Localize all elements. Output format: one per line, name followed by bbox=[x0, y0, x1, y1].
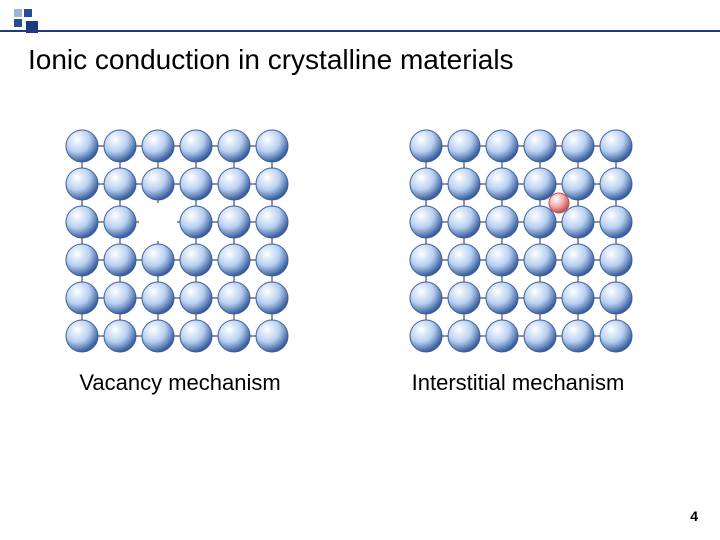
lattice-atom bbox=[562, 282, 594, 314]
lattice-atom bbox=[104, 168, 136, 200]
lattice-atom bbox=[524, 206, 556, 238]
lattice-atom bbox=[256, 206, 288, 238]
lattice-atom bbox=[104, 282, 136, 314]
lattice-atom bbox=[486, 244, 518, 276]
lattice-atom bbox=[218, 130, 250, 162]
lattice-atom bbox=[256, 282, 288, 314]
lattice-atom bbox=[142, 244, 174, 276]
lattice-atom bbox=[562, 206, 594, 238]
lattice-atom bbox=[256, 130, 288, 162]
lattice-atom bbox=[448, 320, 480, 352]
lattice-atom bbox=[410, 244, 442, 276]
lattice-atom bbox=[562, 320, 594, 352]
lattice-atom bbox=[256, 320, 288, 352]
page-number: 4 bbox=[690, 508, 698, 524]
lattice-atom bbox=[104, 320, 136, 352]
lattice-atom bbox=[256, 244, 288, 276]
lattice-atom bbox=[600, 282, 632, 314]
lattice-atom bbox=[66, 130, 98, 162]
lattice-atom bbox=[142, 320, 174, 352]
decoration-line bbox=[0, 30, 720, 32]
lattice-atom bbox=[410, 168, 442, 200]
lattice-atom bbox=[180, 320, 212, 352]
vacancy-caption: Vacancy mechanism bbox=[50, 370, 310, 396]
decoration-square bbox=[14, 9, 22, 17]
lattice-atom bbox=[448, 282, 480, 314]
lattice-atom bbox=[218, 320, 250, 352]
lattice-atom bbox=[218, 206, 250, 238]
lattice-atom bbox=[600, 320, 632, 352]
lattice-atom bbox=[410, 130, 442, 162]
lattice-atom bbox=[562, 168, 594, 200]
lattice-atom bbox=[66, 320, 98, 352]
lattice-atom bbox=[524, 320, 556, 352]
lattice-atom bbox=[562, 244, 594, 276]
lattice-atom bbox=[448, 206, 480, 238]
lattice-atom bbox=[180, 282, 212, 314]
lattice-atom bbox=[410, 206, 442, 238]
lattice-atom bbox=[524, 282, 556, 314]
lattice-atom bbox=[448, 130, 480, 162]
lattice-atom bbox=[600, 244, 632, 276]
lattice-atom bbox=[142, 130, 174, 162]
slide-title: Ionic conduction in crystalline material… bbox=[28, 44, 514, 76]
lattice-atom bbox=[142, 168, 174, 200]
decoration-square bbox=[24, 9, 32, 17]
lattice-atom bbox=[600, 206, 632, 238]
lattice-atom bbox=[410, 282, 442, 314]
decoration-square bbox=[14, 19, 22, 27]
lattice-atom bbox=[562, 130, 594, 162]
lattice-atom bbox=[218, 168, 250, 200]
lattice-atom bbox=[66, 206, 98, 238]
lattice-atom bbox=[486, 206, 518, 238]
lattice-atom bbox=[66, 244, 98, 276]
lattice-atom bbox=[104, 206, 136, 238]
lattice-atom bbox=[218, 282, 250, 314]
lattice-atom bbox=[104, 244, 136, 276]
lattice-atom bbox=[256, 168, 288, 200]
lattice-atom bbox=[524, 244, 556, 276]
lattice-atom bbox=[410, 320, 442, 352]
vacancy-lattice-diagram bbox=[64, 128, 290, 354]
lattice-atom bbox=[66, 168, 98, 200]
slide-decoration bbox=[0, 0, 720, 30]
lattice-atom bbox=[486, 282, 518, 314]
lattice-atom bbox=[524, 130, 556, 162]
interstitial-atom bbox=[549, 193, 569, 213]
lattice-atom bbox=[448, 244, 480, 276]
lattice-atom bbox=[180, 244, 212, 276]
lattice-atom bbox=[600, 168, 632, 200]
lattice-atom bbox=[600, 130, 632, 162]
lattice-atom bbox=[180, 130, 212, 162]
lattice-atom bbox=[142, 282, 174, 314]
interstitial-caption: Interstitial mechanism bbox=[388, 370, 648, 396]
lattice-atom bbox=[218, 244, 250, 276]
lattice-atom bbox=[104, 130, 136, 162]
lattice-atom bbox=[66, 282, 98, 314]
lattice-atom bbox=[524, 168, 556, 200]
lattice-atom bbox=[448, 168, 480, 200]
lattice-atom bbox=[486, 320, 518, 352]
lattice-atom bbox=[486, 168, 518, 200]
interstitial-lattice-diagram bbox=[408, 128, 634, 354]
lattice-atom bbox=[180, 168, 212, 200]
lattice-atom bbox=[180, 206, 212, 238]
lattice-atom bbox=[486, 130, 518, 162]
